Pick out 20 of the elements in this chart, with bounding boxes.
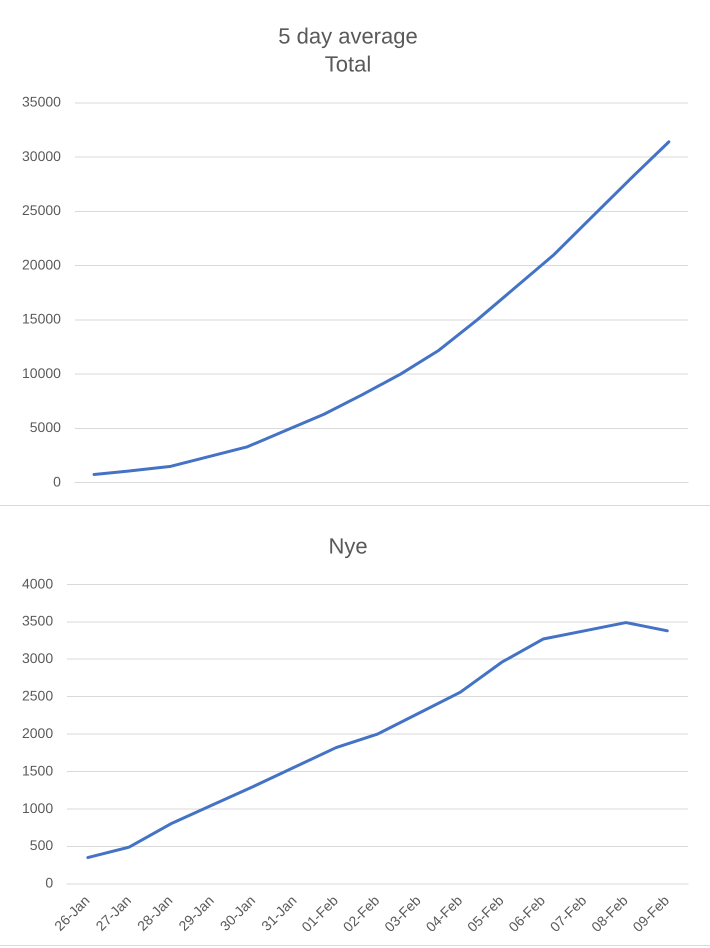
- chart-title: Nye: [328, 533, 368, 558]
- chart-subtitle: Total: [324, 52, 372, 77]
- y-tick-label: 5000: [30, 419, 62, 436]
- y-tick-label: 20000: [22, 256, 62, 272]
- y-tick-label: 30000: [22, 148, 62, 164]
- y-tick-label: 35000: [22, 94, 62, 110]
- chart-title: 5 day average: [278, 23, 418, 48]
- y-tick-label: 2000: [22, 724, 54, 741]
- y-tick-label: 1000: [22, 800, 54, 816]
- y-tick-label: 4000: [22, 575, 54, 592]
- y-tick-label: 3000: [22, 650, 54, 666]
- y-tick-label: 500: [30, 837, 54, 854]
- y-tick-label: 2500: [22, 688, 54, 704]
- y-tick-label: 10000: [22, 364, 62, 381]
- y-tick-label: 15000: [22, 310, 62, 327]
- y-tick-label: 3500: [22, 612, 54, 629]
- y-tick-label: 25000: [22, 202, 62, 218]
- y-tick-label: 0: [45, 874, 54, 891]
- y-tick-label: 1500: [22, 762, 54, 778]
- y-tick-label: 0: [53, 473, 62, 490]
